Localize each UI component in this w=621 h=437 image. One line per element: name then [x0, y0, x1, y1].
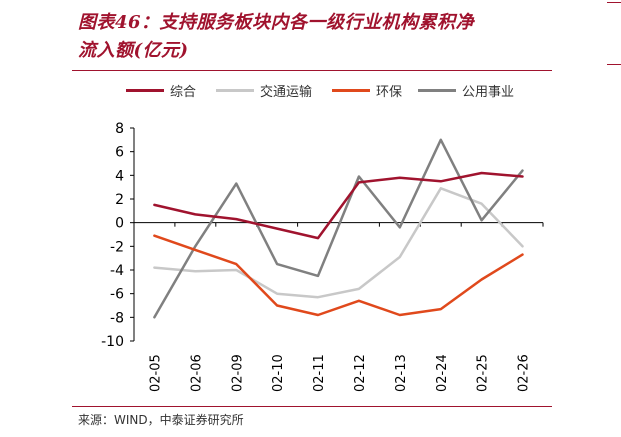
- y-tick-label: 6: [115, 145, 124, 161]
- y-tick-label: -6: [110, 287, 124, 303]
- source-note: 来源：WIND，中泰证券研究所: [78, 413, 244, 427]
- chart-title-line-1: 图表46：支持服务板块内各一级行业机构累积净: [78, 12, 475, 33]
- source-divider: [72, 406, 552, 407]
- legend-label-1: 交通运输: [260, 84, 313, 100]
- series-line-0: [153, 171, 524, 240]
- y-tick-label: -2: [110, 239, 124, 255]
- y-tick-label: 8: [115, 121, 124, 137]
- legend-label-0: 综合: [170, 84, 197, 100]
- x-tick-label: 02-11: [312, 354, 327, 392]
- series-line-3: [153, 138, 524, 319]
- x-tick-label: 02-24: [435, 354, 450, 392]
- adjacent-figure-rule-top: [607, 2, 621, 3]
- legend-swatch-3: [418, 88, 456, 92]
- series-line-1: [153, 187, 524, 299]
- legend-swatch-1: [216, 88, 254, 92]
- series-line-2: [153, 234, 524, 317]
- legend-item-2: 环保: [332, 81, 403, 100]
- x-tick-label: 02-12: [353, 354, 368, 392]
- x-tick-label: 02-05: [148, 354, 163, 392]
- x-tick-label: 02-09: [230, 354, 245, 392]
- y-tick-label: 4: [115, 168, 124, 184]
- y-tick-label: 0: [115, 216, 124, 232]
- y-tick-label: -4: [110, 263, 124, 279]
- legend-item-3: 公用事业: [418, 81, 515, 100]
- legend-swatch-0: [126, 88, 164, 92]
- legend-item-1: 交通运输: [216, 81, 313, 100]
- chart-title-line-2: 流入额(亿元): [78, 40, 189, 61]
- y-tick-label: 2: [115, 192, 124, 208]
- legend-swatch-2: [332, 88, 370, 92]
- y-tick-label: -10: [101, 334, 124, 350]
- x-tick-label: 02-10: [271, 354, 286, 392]
- adjacent-figure-rule-mid: [607, 64, 621, 65]
- y-tick-label: -8: [110, 310, 124, 326]
- title-underline: [72, 70, 552, 71]
- x-tick-label: 02-13: [394, 354, 409, 392]
- x-tick-label: 02-06: [189, 354, 204, 392]
- legend-item-0: 综合: [126, 81, 197, 100]
- x-tick-label: 02-26: [517, 354, 532, 392]
- x-tick-label: 02-25: [476, 354, 491, 392]
- legend-label-3: 公用事业: [462, 84, 515, 100]
- legend-label-2: 环保: [376, 84, 403, 100]
